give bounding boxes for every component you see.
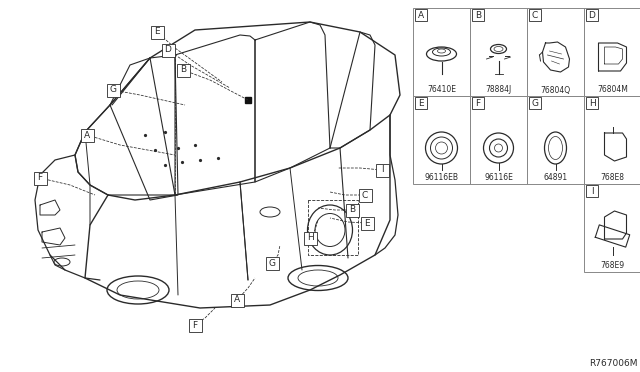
Text: 768E9: 768E9 [600, 262, 625, 270]
FancyBboxPatch shape [472, 97, 484, 109]
Text: 78884J: 78884J [485, 86, 511, 94]
Text: C: C [362, 190, 368, 199]
FancyBboxPatch shape [303, 231, 317, 244]
FancyBboxPatch shape [266, 257, 278, 269]
Text: E: E [364, 218, 370, 228]
Text: 96116E: 96116E [484, 173, 513, 183]
Text: B: B [475, 10, 481, 19]
Text: E: E [154, 28, 160, 36]
Bar [413, 8, 470, 96]
FancyBboxPatch shape [189, 318, 202, 331]
FancyBboxPatch shape [529, 9, 541, 21]
FancyBboxPatch shape [360, 217, 374, 230]
Bar [527, 8, 584, 96]
Text: 96116EB: 96116EB [424, 173, 458, 183]
Text: F: F [37, 173, 43, 183]
Bar [584, 96, 640, 184]
Text: G: G [269, 259, 275, 267]
Text: C: C [532, 10, 538, 19]
Text: 76804Q: 76804Q [540, 86, 571, 94]
Text: 76410E: 76410E [427, 86, 456, 94]
Text: 64891: 64891 [543, 173, 568, 183]
Text: F: F [193, 321, 198, 330]
Bar [584, 184, 640, 272]
Text: H: H [589, 99, 595, 108]
Text: I: I [381, 166, 383, 174]
Bar [470, 96, 527, 184]
FancyBboxPatch shape [358, 189, 371, 202]
Text: H: H [307, 234, 314, 243]
Text: A: A [84, 131, 90, 140]
Text: E: E [418, 99, 424, 108]
Text: A: A [234, 295, 240, 305]
Bar [584, 8, 640, 96]
Text: A: A [418, 10, 424, 19]
FancyBboxPatch shape [177, 64, 189, 77]
Text: D: D [589, 10, 595, 19]
Text: G: G [109, 86, 116, 94]
FancyBboxPatch shape [81, 128, 93, 141]
FancyBboxPatch shape [161, 44, 175, 57]
Text: 76804M: 76804M [597, 86, 628, 94]
Text: I: I [591, 186, 593, 196]
Text: G: G [531, 99, 538, 108]
FancyBboxPatch shape [586, 9, 598, 21]
FancyBboxPatch shape [586, 97, 598, 109]
Bar [413, 96, 470, 184]
FancyBboxPatch shape [376, 164, 388, 176]
FancyBboxPatch shape [529, 97, 541, 109]
Bar [470, 8, 527, 96]
FancyBboxPatch shape [106, 83, 120, 96]
FancyBboxPatch shape [415, 9, 427, 21]
Text: B: B [180, 65, 186, 74]
Text: B: B [349, 205, 355, 215]
Text: R767006M: R767006M [589, 359, 638, 368]
FancyBboxPatch shape [472, 9, 484, 21]
Bar [527, 96, 584, 184]
Text: D: D [164, 45, 172, 55]
FancyBboxPatch shape [150, 26, 163, 38]
FancyBboxPatch shape [346, 203, 358, 217]
Text: F: F [476, 99, 481, 108]
FancyBboxPatch shape [415, 97, 427, 109]
Text: 768E8: 768E8 [600, 173, 625, 183]
FancyBboxPatch shape [230, 294, 243, 307]
FancyBboxPatch shape [586, 185, 598, 197]
FancyBboxPatch shape [33, 171, 47, 185]
